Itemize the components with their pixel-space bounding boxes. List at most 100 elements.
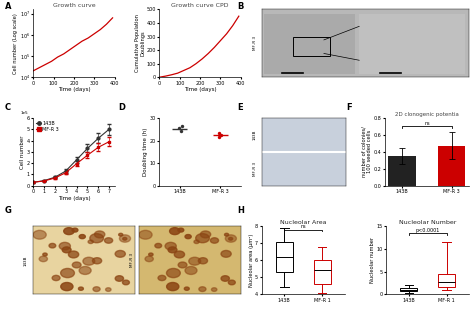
PathPatch shape — [401, 288, 417, 291]
Circle shape — [83, 257, 95, 265]
Circle shape — [228, 280, 235, 285]
Circle shape — [118, 233, 123, 236]
Bar — [388, 156, 416, 186]
Text: p<0.0001: p<0.0001 — [416, 228, 440, 233]
Circle shape — [43, 253, 47, 256]
Y-axis label: Cell number (Log scale): Cell number (Log scale) — [13, 13, 18, 74]
Y-axis label: number of colonies/
100 seeded cells: number of colonies/ 100 seeded cells — [361, 126, 372, 177]
Circle shape — [94, 231, 105, 238]
Circle shape — [119, 235, 130, 242]
Circle shape — [62, 247, 71, 253]
Circle shape — [149, 253, 153, 256]
Y-axis label: Nucleolar area (μm²): Nucleolar area (μm²) — [249, 234, 254, 287]
Circle shape — [139, 230, 152, 239]
Text: 143B: 143B — [253, 130, 257, 140]
Text: ns: ns — [301, 224, 306, 229]
Circle shape — [185, 234, 191, 239]
Circle shape — [39, 256, 47, 262]
Circle shape — [115, 276, 124, 281]
Circle shape — [64, 228, 74, 235]
Point — [215, 130, 223, 135]
Circle shape — [198, 258, 208, 264]
Point — [177, 129, 185, 134]
Title: Growth curve CPD: Growth curve CPD — [172, 3, 229, 8]
Circle shape — [73, 262, 81, 268]
X-axis label: Time (days): Time (days) — [57, 196, 90, 201]
Text: MF-R 3: MF-R 3 — [130, 253, 134, 267]
Circle shape — [185, 266, 197, 275]
PathPatch shape — [276, 242, 293, 272]
Title: Nucleolar Number: Nucleolar Number — [399, 220, 456, 225]
Circle shape — [123, 238, 127, 240]
Point — [175, 126, 183, 131]
Circle shape — [115, 250, 125, 257]
Circle shape — [167, 283, 179, 291]
X-axis label: Time (days): Time (days) — [57, 87, 90, 92]
Circle shape — [221, 276, 229, 281]
Y-axis label: Cumulative Population
Doublings: Cumulative Population Doublings — [135, 14, 146, 72]
Text: 143B: 143B — [24, 255, 28, 265]
Circle shape — [122, 280, 129, 285]
Text: D: D — [118, 103, 126, 111]
Circle shape — [170, 228, 180, 235]
FancyBboxPatch shape — [264, 14, 355, 74]
Point — [178, 123, 186, 128]
Circle shape — [196, 233, 210, 243]
Circle shape — [221, 250, 231, 257]
Text: MF-R 3: MF-R 3 — [254, 36, 257, 50]
Circle shape — [145, 256, 153, 262]
Circle shape — [194, 240, 199, 244]
Circle shape — [88, 240, 93, 244]
Circle shape — [158, 275, 166, 281]
Bar — [438, 146, 465, 186]
Circle shape — [72, 228, 78, 232]
PathPatch shape — [313, 260, 330, 284]
FancyBboxPatch shape — [359, 14, 465, 74]
Circle shape — [79, 266, 91, 275]
Circle shape — [90, 233, 103, 243]
Circle shape — [68, 251, 79, 258]
Circle shape — [201, 231, 211, 238]
Circle shape — [52, 275, 60, 281]
Circle shape — [93, 287, 100, 291]
Circle shape — [166, 269, 180, 278]
Circle shape — [168, 247, 177, 253]
Circle shape — [49, 244, 56, 248]
Text: MF-R 3: MF-R 3 — [253, 162, 257, 176]
PathPatch shape — [438, 274, 455, 287]
Legend: 143B, MF-R 3: 143B, MF-R 3 — [36, 120, 60, 132]
Circle shape — [79, 287, 83, 290]
Circle shape — [178, 262, 187, 268]
Title: Growth curve: Growth curve — [53, 3, 95, 8]
Circle shape — [79, 234, 85, 239]
Y-axis label: Cell number: Cell number — [20, 135, 25, 169]
Text: G: G — [5, 206, 12, 215]
Circle shape — [61, 283, 73, 291]
Circle shape — [225, 233, 228, 236]
Circle shape — [228, 238, 233, 240]
Circle shape — [104, 238, 113, 243]
Text: E: E — [237, 103, 243, 111]
Circle shape — [184, 287, 189, 290]
Circle shape — [178, 228, 184, 232]
X-axis label: Time (days): Time (days) — [184, 87, 217, 92]
Text: H: H — [237, 206, 244, 215]
Text: A: A — [5, 3, 11, 11]
Circle shape — [33, 230, 46, 239]
Circle shape — [211, 288, 217, 291]
Title: Nucleolar Area: Nucleolar Area — [280, 220, 327, 225]
Text: ns: ns — [424, 121, 430, 126]
Title: 2D clonogenic potentia: 2D clonogenic potentia — [395, 112, 459, 117]
Circle shape — [189, 257, 201, 265]
Circle shape — [225, 235, 237, 242]
Y-axis label: Nucleolar number: Nucleolar number — [370, 237, 375, 283]
Circle shape — [59, 242, 71, 250]
Circle shape — [106, 288, 111, 291]
Text: F: F — [346, 103, 352, 111]
Y-axis label: Doubling time (h): Doubling time (h) — [143, 128, 148, 176]
Point — [217, 132, 225, 137]
Point — [215, 135, 223, 140]
Circle shape — [61, 269, 74, 278]
Circle shape — [210, 238, 219, 243]
Circle shape — [174, 251, 184, 258]
